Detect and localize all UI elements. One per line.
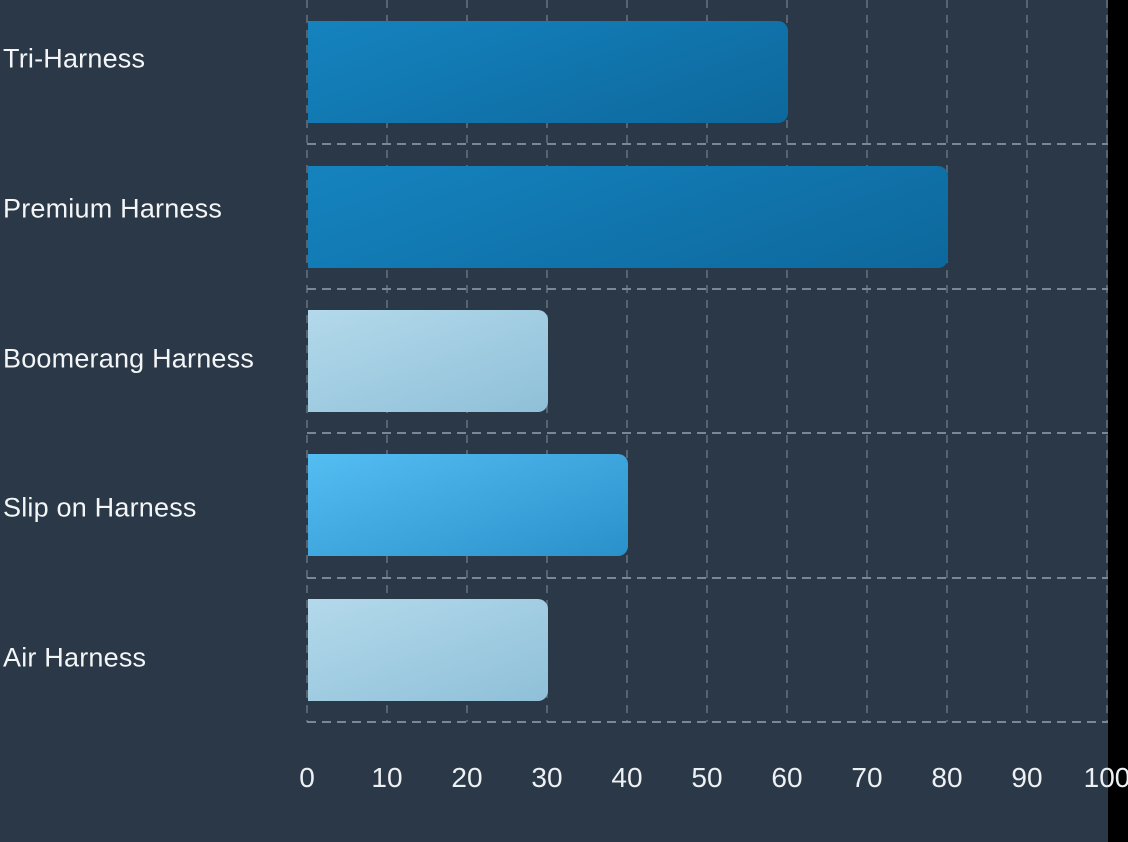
x-tick-label: 30 (531, 762, 563, 793)
x-tick-label: 60 (771, 762, 803, 793)
x-tick-label: 0 (299, 762, 315, 793)
bar-slip-on-harness (308, 454, 628, 557)
horizontal-gridline (307, 287, 1108, 290)
vertical-gridline (706, 0, 708, 722)
bar-boomerang-harness (308, 310, 548, 412)
horizontal-gridline (307, 143, 1108, 146)
bar-premium-harness (308, 165, 948, 268)
horizontal-gridline (307, 721, 1108, 723)
category-label: Premium Harness (3, 193, 223, 224)
x-tick-label: 80 (931, 762, 963, 793)
vertical-gridline (866, 0, 868, 722)
vertical-gridline (946, 0, 948, 722)
x-tick-label: 50 (691, 762, 723, 793)
category-label: Tri-Harness (3, 43, 146, 74)
x-tick-label: 40 (611, 762, 643, 793)
bar-tri-harness (308, 21, 788, 124)
horizontal-gridline (307, 576, 1108, 579)
right-edge-strip (1108, 0, 1128, 842)
category-label: Slip on Harness (3, 492, 197, 523)
bar-air-harness (308, 598, 548, 701)
x-tick-label: 20 (451, 762, 483, 793)
category-label: Boomerang Harness (3, 343, 255, 373)
x-tick-label: 10 (371, 762, 403, 793)
vertical-gridline (786, 0, 788, 722)
x-tick-label: 90 (1011, 762, 1043, 793)
vertical-gridline (1026, 0, 1028, 722)
vertical-gridline (626, 0, 628, 722)
x-tick-label: 100 (1083, 762, 1128, 793)
category-label: Air Harness (3, 642, 147, 673)
vertical-gridline (306, 0, 308, 722)
horizontal-gridline (307, 432, 1108, 435)
x-tick-label: 70 (851, 762, 883, 793)
vertical-gridline (1106, 0, 1108, 722)
